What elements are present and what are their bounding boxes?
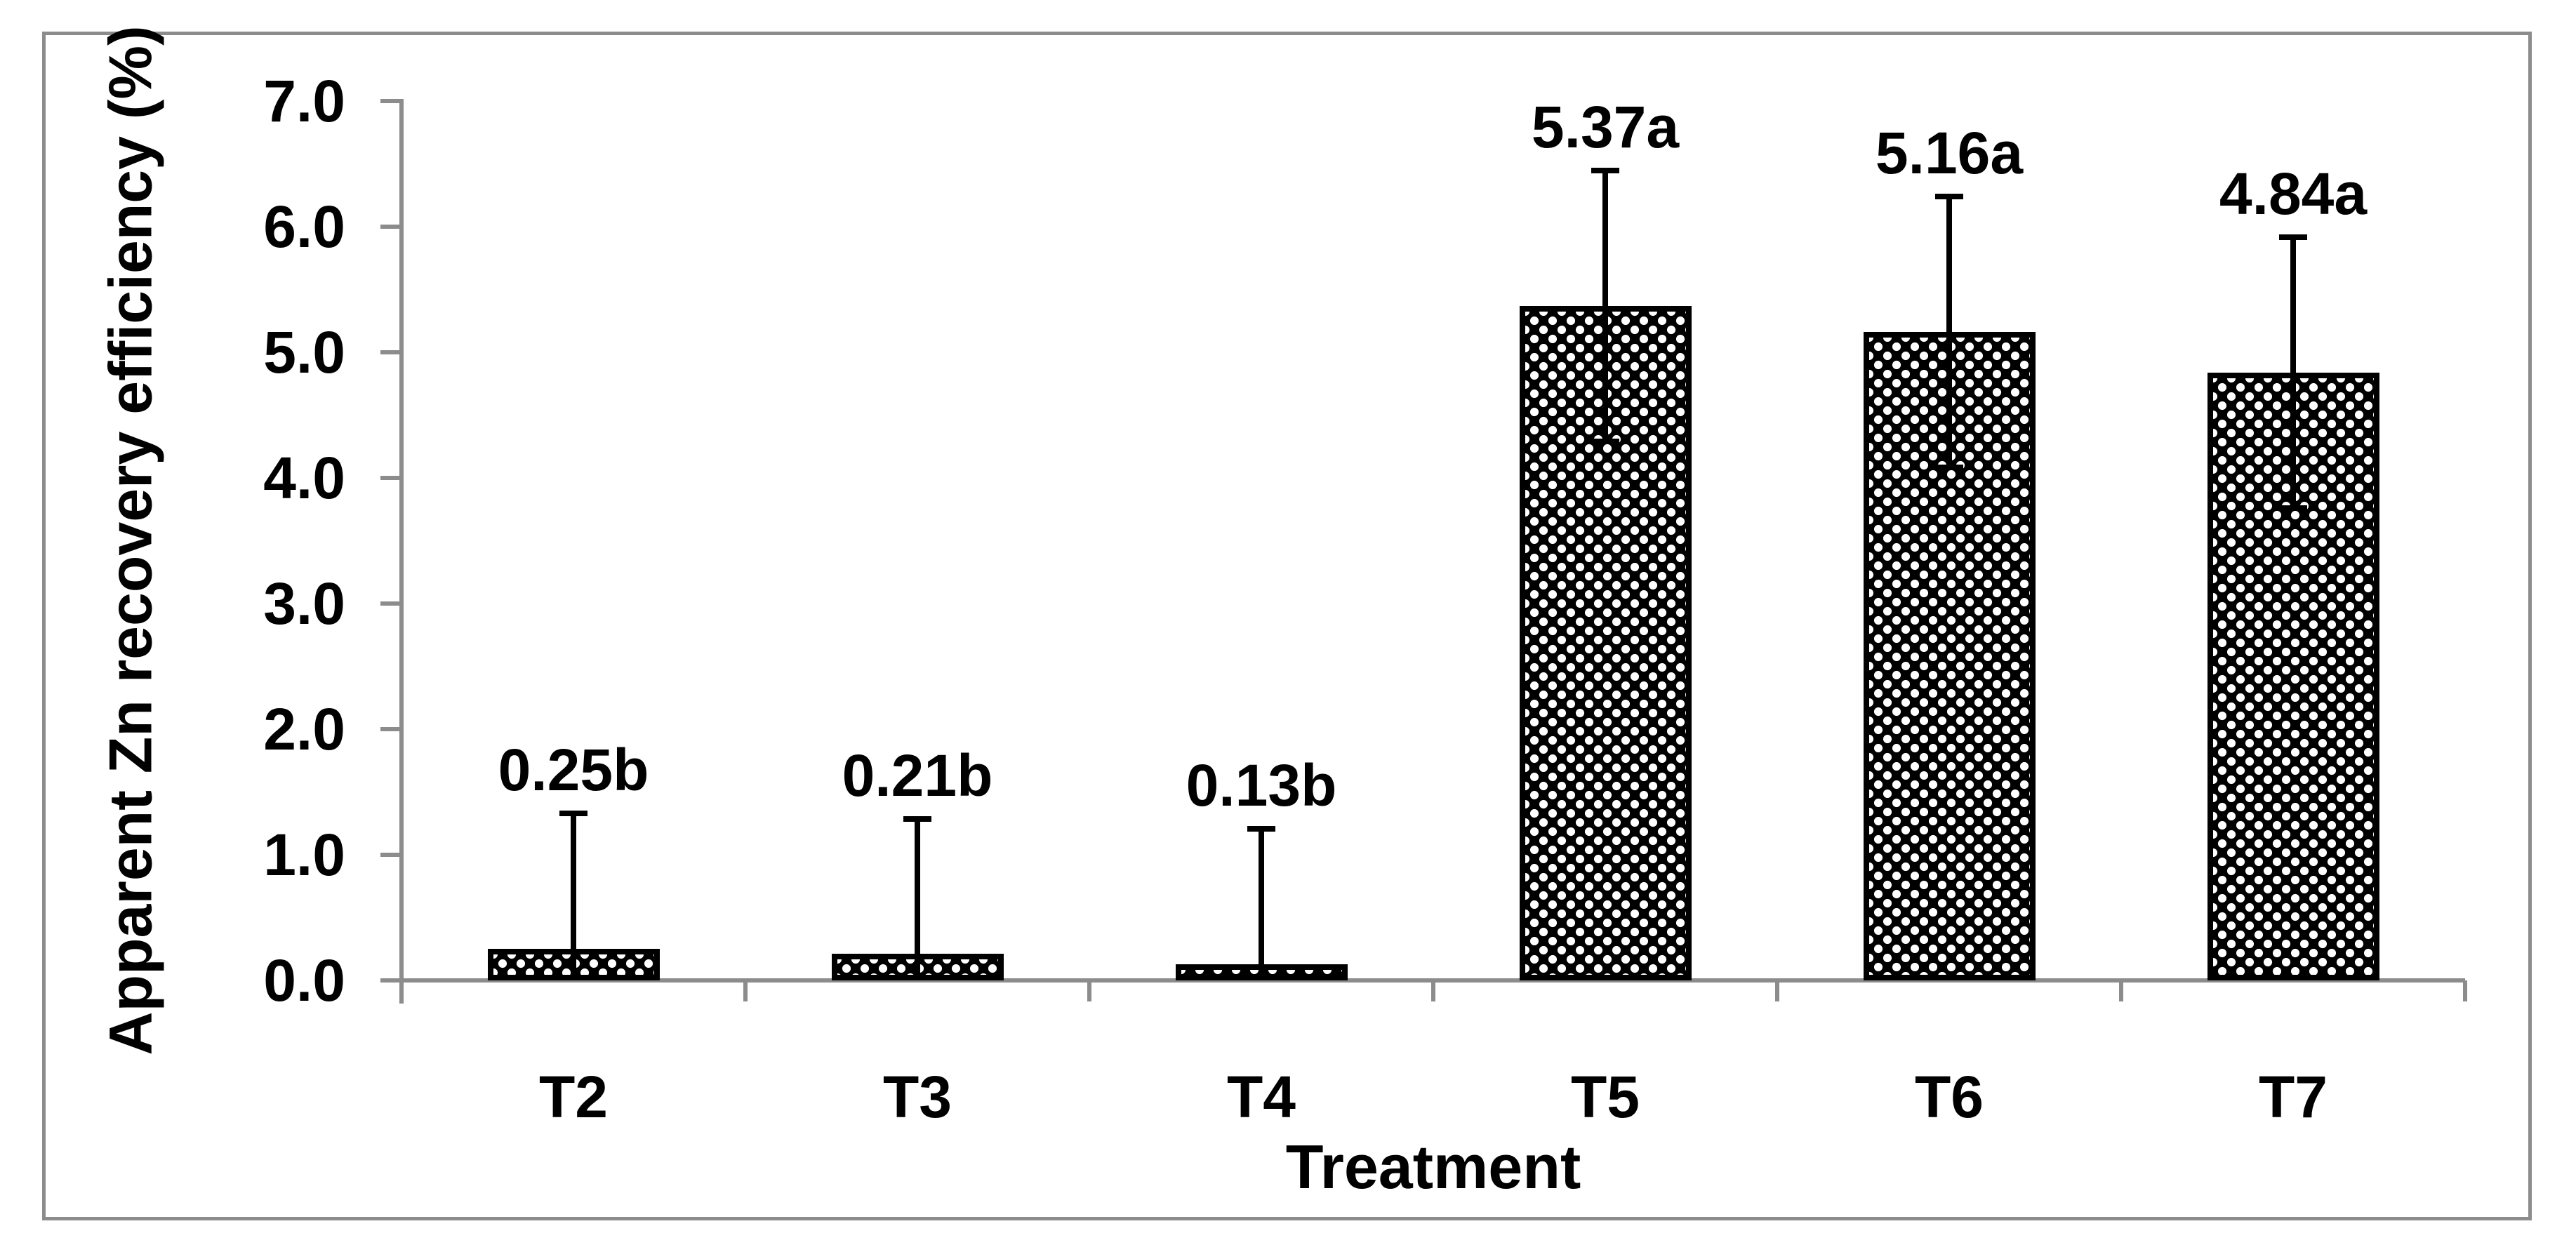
error-bar-bottom-cap <box>2279 505 2307 511</box>
y-axis-tick <box>380 99 401 103</box>
y-axis-tick-label: 6.0 <box>263 194 345 260</box>
error-bar-t3 <box>915 816 920 980</box>
chart-outer-frame <box>42 32 2532 1220</box>
y-axis-tick <box>380 350 401 354</box>
y-axis-tick <box>380 476 401 480</box>
x-category-label-t2: T2 <box>538 1064 609 1130</box>
y-axis-tick-label: 1.0 <box>263 822 345 888</box>
x-axis-tick <box>2119 980 2123 1001</box>
x-axis-tick <box>2463 980 2467 1001</box>
x-axis-tick <box>1087 980 1091 1001</box>
y-axis-tick <box>380 225 401 229</box>
x-axis-tick <box>743 980 748 1001</box>
error-bar-t5 <box>1602 168 1608 444</box>
x-category-label-t6: T6 <box>1914 1064 1984 1130</box>
x-category-label-t4: T4 <box>1226 1064 1296 1130</box>
value-label-t3: 0.21b <box>842 742 993 808</box>
x-category-label-t3: T3 <box>882 1064 952 1130</box>
error-bar-bottom-cap <box>1591 439 1619 444</box>
y-axis-tick-label: 4.0 <box>263 445 345 511</box>
error-bar-top-cap <box>1247 826 1275 832</box>
x-axis-line <box>380 978 2465 983</box>
x-category-label-t7: T7 <box>2258 1064 2328 1130</box>
value-label-t5: 5.37a <box>1531 94 1680 160</box>
y-axis-tick <box>380 727 401 731</box>
error-bar-t7 <box>2290 234 2296 511</box>
x-category-label-t5: T5 <box>1570 1064 1640 1130</box>
error-bar-t6 <box>1946 194 1952 470</box>
error-bar-top-cap <box>1591 168 1619 173</box>
y-axis-tick <box>380 853 401 857</box>
error-bar-top-cap <box>903 816 931 822</box>
y-axis-line <box>399 99 404 1004</box>
value-label-t6: 5.16a <box>1875 120 2024 186</box>
x-axis-title: Treatment <box>1285 1132 1581 1201</box>
x-axis-tick <box>399 980 404 1001</box>
error-bar-t4 <box>1259 826 1264 980</box>
error-bar-t2 <box>571 811 576 980</box>
y-axis-tick-label: 0.0 <box>263 947 345 1013</box>
error-bar-bottom-cap <box>1935 465 1963 470</box>
y-axis-tick-label: 2.0 <box>263 696 345 762</box>
y-axis-tick-label: 5.0 <box>263 319 345 385</box>
value-label-t7: 4.84a <box>2219 161 2368 227</box>
error-bar-top-cap <box>559 811 587 816</box>
x-axis-tick <box>1775 980 1779 1001</box>
value-label-t4: 0.13b <box>1186 752 1337 818</box>
y-axis-title: Apparent Zn recovery efficiency (%) <box>97 25 165 1055</box>
value-label-t2: 0.25b <box>498 737 649 803</box>
error-bar-top-cap <box>2279 234 2307 240</box>
y-axis-tick-label: 7.0 <box>263 68 345 134</box>
y-axis-tick <box>380 601 401 606</box>
error-bar-top-cap <box>1935 194 1963 199</box>
y-axis-tick-label: 3.0 <box>263 571 345 637</box>
x-axis-tick <box>1431 980 1435 1001</box>
